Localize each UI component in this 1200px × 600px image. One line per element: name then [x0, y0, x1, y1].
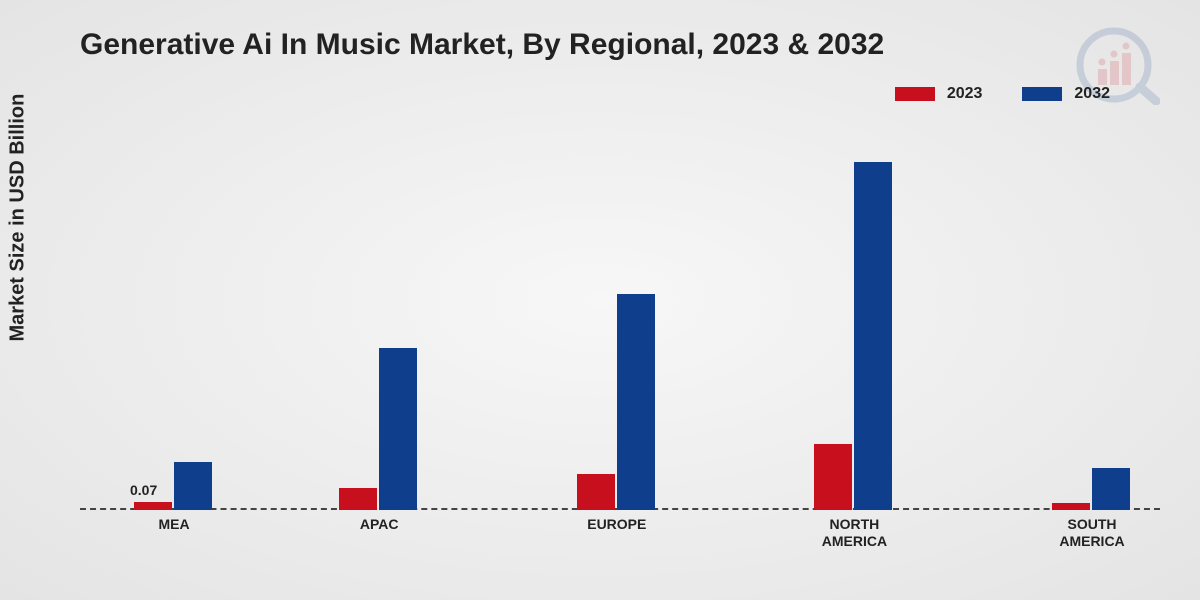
bar [1092, 468, 1130, 510]
legend-swatch-2023 [895, 87, 935, 101]
bar-group [814, 162, 892, 510]
bar [577, 474, 615, 510]
x-axis-label: EUROPE [557, 516, 677, 533]
bar [617, 294, 655, 510]
bar [174, 462, 212, 510]
chart-container: Generative Ai In Music Market, By Region… [0, 0, 1200, 600]
chart-title: Generative Ai In Music Market, By Region… [80, 28, 884, 62]
bar-group [339, 348, 417, 510]
x-axis-label: SOUTHAMERICA [1032, 516, 1152, 550]
bar [339, 488, 377, 510]
data-label: 0.07 [130, 482, 157, 498]
bar-group [1052, 468, 1130, 510]
bar [1052, 503, 1090, 510]
bar [134, 502, 172, 510]
bar [814, 444, 852, 510]
bar [854, 162, 892, 510]
y-axis-label: Market Size in USD Billion [7, 94, 30, 342]
bar-group [577, 294, 655, 510]
legend-label-2023: 2023 [947, 85, 983, 103]
x-axis-label: APAC [319, 516, 439, 533]
x-axis-label: NORTHAMERICA [794, 516, 914, 550]
legend-swatch-2032 [1022, 87, 1062, 101]
legend-item-2032: 2032 [1022, 85, 1110, 103]
bar [379, 348, 417, 510]
x-axis-label: MEA [114, 516, 234, 533]
plot-area: MEAAPACEUROPENORTHAMERICASOUTHAMERICA0.0… [80, 150, 1160, 510]
legend-label-2032: 2032 [1074, 85, 1110, 103]
legend-item-2023: 2023 [895, 85, 983, 103]
legend: 2023 2032 [895, 85, 1110, 103]
